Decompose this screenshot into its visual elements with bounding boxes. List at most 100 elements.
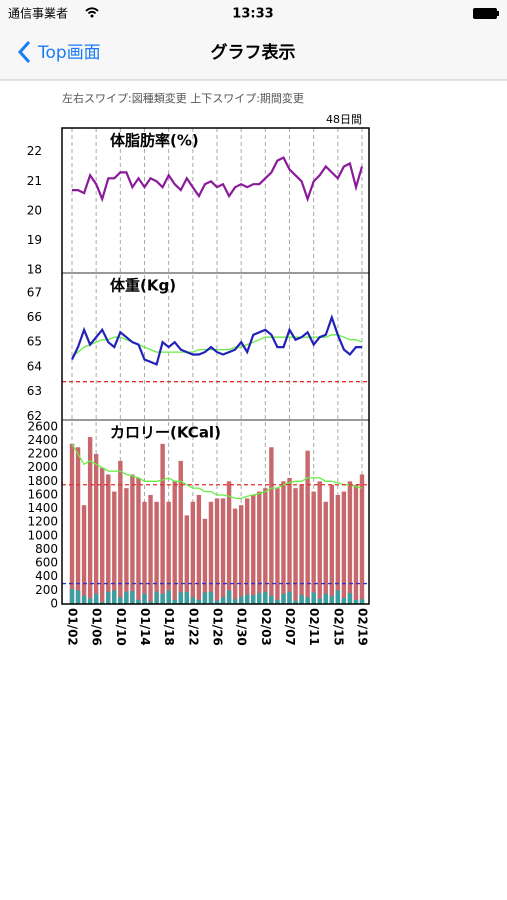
bar xyxy=(130,474,135,604)
y-tick-label: 63 xyxy=(27,384,42,398)
battery xyxy=(473,8,497,19)
chart-frame xyxy=(61,127,370,605)
bar xyxy=(87,598,93,604)
bar xyxy=(299,595,304,604)
x-tick-label: 01/18 xyxy=(162,608,176,646)
bar xyxy=(75,590,81,604)
bar xyxy=(263,488,268,604)
y-tick-label: 0 xyxy=(50,597,58,611)
bar xyxy=(238,596,244,604)
bar xyxy=(124,488,129,604)
bar xyxy=(269,447,274,604)
panel-title: 体重(Kg) xyxy=(110,277,176,295)
bar xyxy=(178,460,183,604)
x-tick-label: 01/10 xyxy=(114,608,128,646)
bar xyxy=(269,595,274,604)
bar xyxy=(281,593,286,604)
bar xyxy=(106,474,111,604)
bar xyxy=(232,599,238,604)
y-tick-label: 18 xyxy=(27,263,42,277)
bar xyxy=(172,599,177,604)
header-bg xyxy=(0,0,507,80)
bar xyxy=(287,591,292,604)
y-tick-label: 2600 xyxy=(27,419,58,433)
bar xyxy=(166,501,171,604)
bar xyxy=(118,597,123,604)
y-tick-label: 21 xyxy=(27,174,42,188)
bar xyxy=(81,595,87,604)
y-tick-label: 1200 xyxy=(27,515,58,529)
bar xyxy=(208,501,214,604)
bar xyxy=(112,590,117,604)
bar xyxy=(154,501,159,604)
bar xyxy=(353,484,359,604)
bar xyxy=(214,498,220,604)
bar xyxy=(359,599,365,604)
bar xyxy=(287,477,292,604)
bar xyxy=(329,595,334,604)
bar xyxy=(160,443,165,604)
bar xyxy=(202,592,208,604)
bar xyxy=(251,494,256,604)
bar xyxy=(142,501,147,604)
bar xyxy=(245,594,250,604)
bar xyxy=(232,508,238,604)
bar xyxy=(257,491,262,604)
bar xyxy=(148,494,153,604)
bar xyxy=(124,591,129,604)
bar xyxy=(317,481,322,604)
y-tick-label: 19 xyxy=(27,233,42,247)
back-chevron[interactable] xyxy=(17,40,31,64)
x-tick-label: 02/15 xyxy=(331,608,345,646)
bar xyxy=(329,484,334,604)
y-tick-label: 2200 xyxy=(27,447,58,461)
bar xyxy=(238,505,244,604)
bar xyxy=(184,515,189,604)
y-tick-label: 1600 xyxy=(27,487,58,501)
hint: 左右スワイプ:図種類変更 上下スワイプ:期間変更 xyxy=(62,91,304,105)
nav-title: グラフ表示 xyxy=(211,42,296,63)
bar xyxy=(347,481,353,604)
bar xyxy=(335,590,341,604)
bar xyxy=(184,591,189,604)
x-tick-label: 01/26 xyxy=(211,608,225,646)
y-tick-label: 65 xyxy=(27,335,42,349)
bar xyxy=(190,501,196,604)
bar xyxy=(100,467,105,604)
y-tick-label: 1000 xyxy=(27,528,58,542)
bar xyxy=(75,447,81,604)
line xyxy=(71,334,363,358)
bar xyxy=(87,437,93,604)
bar xyxy=(148,601,153,604)
wifi-icon xyxy=(85,7,99,15)
y-tick-label: 800 xyxy=(35,542,58,556)
y-tick-label: 200 xyxy=(35,583,58,597)
y-tick-label: 62 xyxy=(27,409,42,423)
bar xyxy=(305,597,310,604)
bar xyxy=(220,597,226,604)
bar xyxy=(311,592,316,604)
y-tick-label: 2400 xyxy=(27,433,58,447)
back-button[interactable]: Top画面 xyxy=(37,43,101,63)
bar xyxy=(130,591,135,604)
bar xyxy=(226,590,232,604)
bar xyxy=(136,477,141,604)
bar xyxy=(257,593,262,604)
clock: 13:33 xyxy=(232,7,273,22)
panel-title: カロリー(KCal) xyxy=(110,424,221,442)
bar xyxy=(69,443,75,604)
bar xyxy=(251,595,256,604)
bar xyxy=(323,593,328,604)
bar xyxy=(299,484,304,604)
bar xyxy=(81,505,87,604)
bar xyxy=(93,593,99,604)
bar xyxy=(220,498,226,604)
bar xyxy=(359,474,365,604)
bar xyxy=(245,498,250,604)
bar xyxy=(142,593,147,604)
line xyxy=(71,314,362,366)
wifi-dot xyxy=(90,14,94,18)
panel-title: 体脂肪率(%) xyxy=(110,132,199,150)
